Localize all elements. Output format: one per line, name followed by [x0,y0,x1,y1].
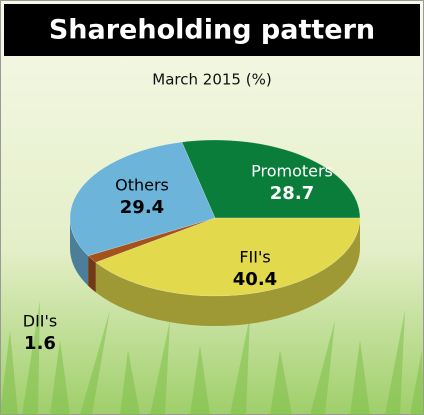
slice [87,217,216,263]
slice-side [95,218,360,326]
value-label: 40.4 [233,269,277,290]
chart-title: Shareholding pattern [49,15,375,46]
header-band [4,4,420,56]
slice [95,217,361,297]
chart-subtitle: March 2015 (%) [152,71,271,89]
grass [0,300,424,415]
slice [181,139,361,219]
slice-label: DII's [23,312,58,331]
slice-label: FII's [239,248,270,267]
slice-label: Promoters [251,162,333,181]
value-label: 1.6 [24,333,56,354]
slice [69,141,216,257]
value-label: 28.7 [270,183,314,204]
value-label: 29.4 [120,197,164,218]
slice-label: Others [115,176,169,195]
slice-side [88,255,96,293]
slice-side [70,218,89,286]
